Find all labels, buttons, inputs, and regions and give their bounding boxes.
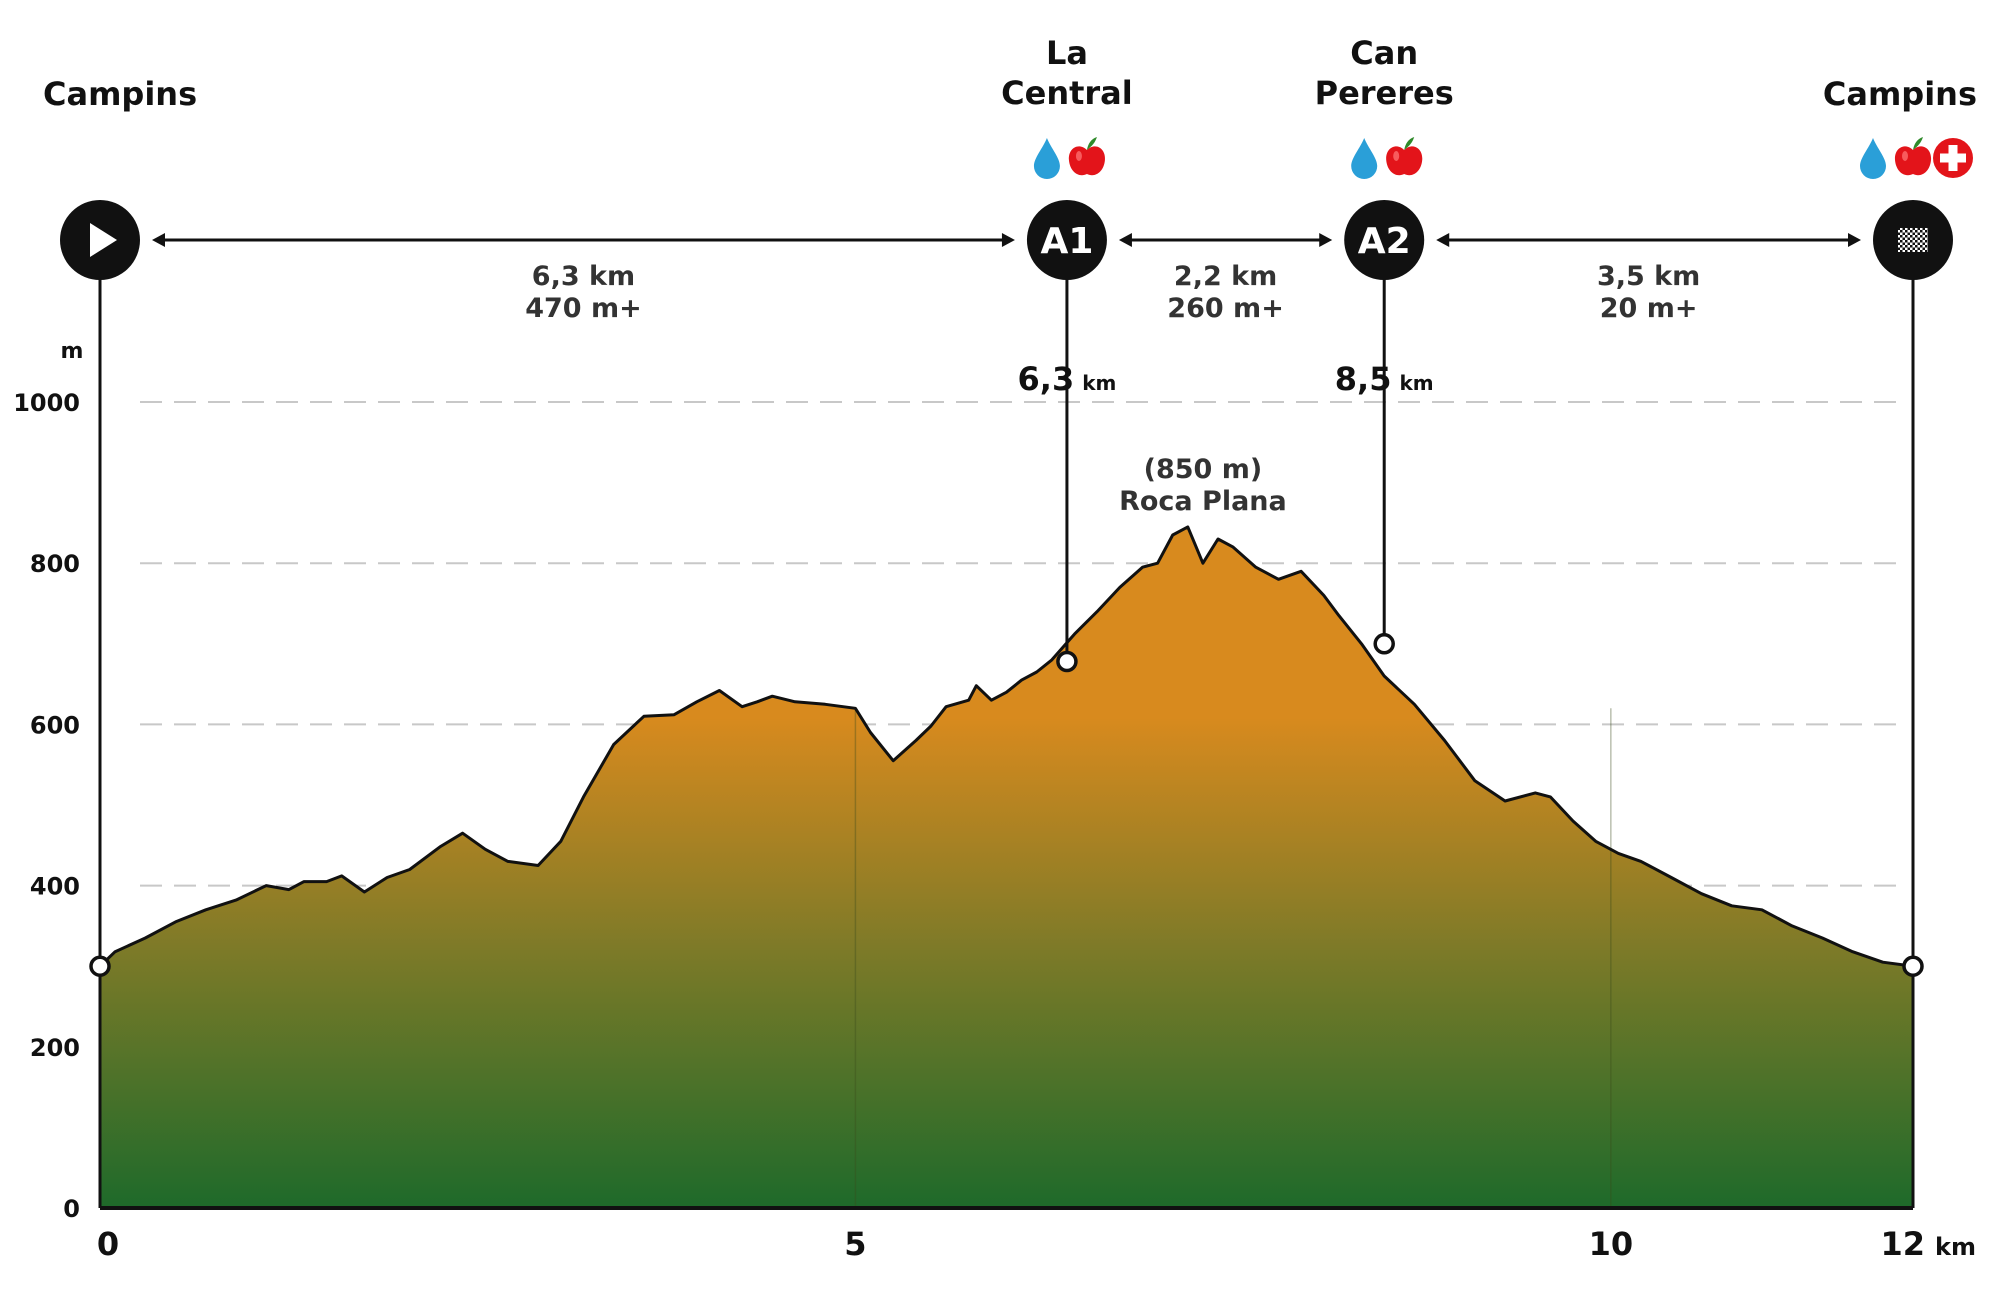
profile-area — [98, 525, 1914, 1208]
profile-point — [1902, 955, 1924, 977]
play-icon — [90, 223, 117, 257]
station-name: Can — [1350, 34, 1418, 72]
segment-gain: 470 m+ — [525, 293, 642, 324]
water-drop-icon — [1033, 138, 1060, 179]
peak-annotation: (850 m)Roca Plana — [1119, 454, 1287, 517]
y-unit-label: m — [61, 339, 84, 364]
station-name: Central — [1001, 74, 1133, 112]
profile-point — [1056, 650, 1078, 673]
y-tick-label: 200 — [30, 1034, 80, 1062]
arrowhead-right — [1001, 233, 1015, 247]
water-drop-icon — [1351, 138, 1378, 179]
station-badge — [1344, 200, 1425, 280]
station-distance: 8,5 km — [1335, 360, 1434, 398]
first-aid-cross-icon — [1933, 138, 1973, 178]
y-tick-label: 1000 — [13, 389, 80, 417]
profile-line — [98, 525, 1914, 968]
y-tick-label: 600 — [30, 711, 80, 739]
y-tick-label: 400 — [30, 873, 80, 901]
segment-gain: 260 m+ — [1167, 293, 1284, 324]
x-unit-label: km — [1935, 1233, 1976, 1261]
arrowhead-left — [152, 233, 165, 247]
y-axis: 0 200 400 600 800 1000 m — [13, 339, 83, 1223]
arrowhead-left — [1436, 233, 1450, 247]
peak-name: Roca Plana — [1119, 486, 1287, 517]
apple-icon — [1068, 137, 1105, 176]
profile-fill — [100, 526, 1913, 1208]
station-badge-label: A2 — [1358, 221, 1411, 262]
station-finish: Campins — [1823, 75, 1977, 977]
profile-point — [1373, 633, 1395, 655]
x-tick-label: 10 — [1589, 1225, 1634, 1263]
station-badge — [1026, 200, 1107, 280]
checkered-flag-icon — [1898, 228, 1928, 252]
y-tick-label: 800 — [30, 550, 80, 578]
arrowhead-left — [1118, 233, 1132, 247]
peak-elevation: (850 m) — [1144, 454, 1263, 485]
segment-gain: 20 m+ — [1600, 293, 1698, 324]
x-tick-label: 12 — [1880, 1225, 1925, 1263]
x-axis: 0 5 10 12 km — [97, 1206, 1976, 1263]
station-name: Campins — [43, 75, 197, 113]
arrowhead-right — [1319, 233, 1333, 247]
y-tick-label: 0 — [63, 1195, 80, 1223]
x-tick-label: 0 — [97, 1225, 119, 1263]
segment-distance: 2,2 km — [1174, 261, 1277, 292]
x-tick-label: 5 — [844, 1225, 866, 1263]
apple-icon — [1386, 137, 1423, 176]
water-drop-icon — [1860, 138, 1886, 179]
station-name: Campins — [1823, 75, 1977, 113]
arrowhead-right — [1848, 233, 1861, 247]
apple-icon — [1894, 137, 1932, 176]
station-name: La — [1046, 34, 1088, 72]
profile-point — [89, 955, 111, 977]
station-start: Campins — [43, 75, 197, 977]
station-name: Pereres — [1315, 74, 1454, 112]
station-distance: 6,3 km — [1018, 360, 1117, 398]
station-badge-label: A1 — [1040, 221, 1093, 262]
segment-distance: 3,5 km — [1597, 261, 1700, 292]
segment-distance: 6,3 km — [532, 261, 635, 292]
